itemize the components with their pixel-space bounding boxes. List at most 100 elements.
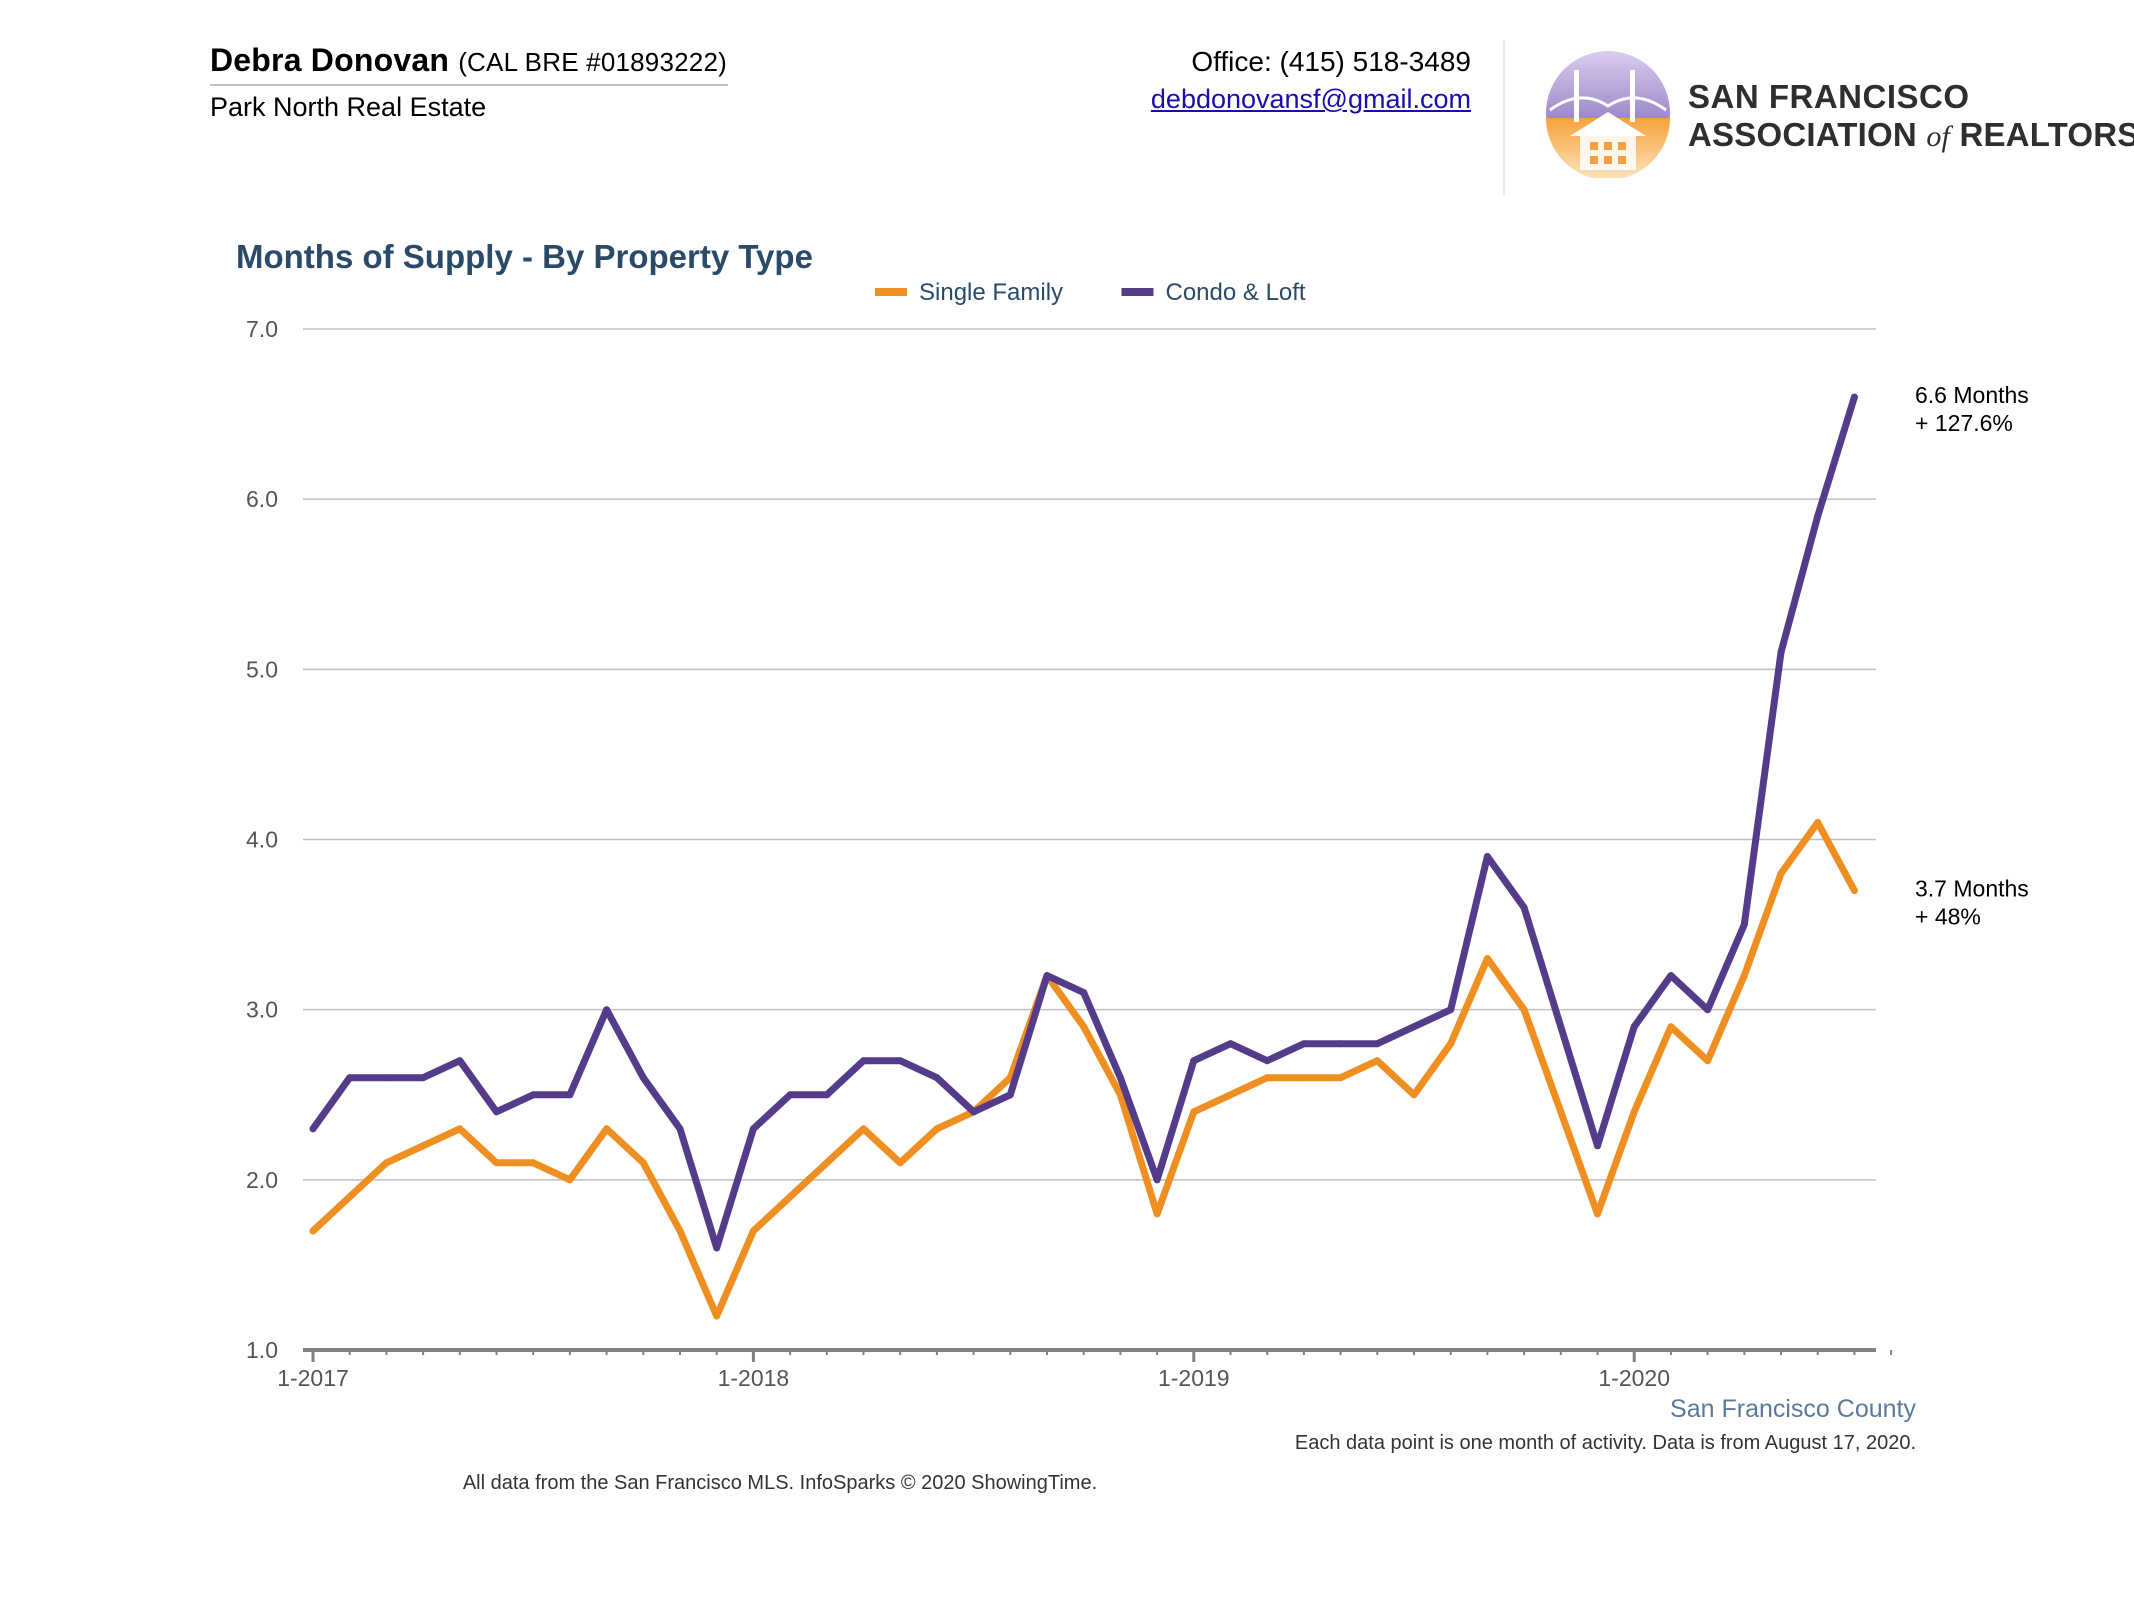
data-point-0	[309, 1227, 317, 1235]
end-label-value-1: 6.6 Months	[1915, 382, 2029, 408]
data-point-1	[676, 1125, 684, 1133]
office-phone: Office: (415) 518-3489	[1191, 46, 1471, 77]
agent-name-text: Debra Donovan	[210, 42, 450, 78]
data-point-1	[1043, 972, 1051, 980]
logo-text-realtors: REALTORS	[1959, 116, 2134, 153]
data-point-0	[529, 1159, 537, 1167]
data-point-0	[382, 1159, 390, 1167]
y-tick-label: 6.0	[246, 486, 278, 512]
data-point-1	[1704, 1006, 1712, 1014]
data-point-1	[419, 1074, 427, 1082]
data-point-1	[749, 1125, 757, 1133]
y-tick-label: 5.0	[246, 656, 278, 682]
data-point-1	[786, 1091, 794, 1099]
series-line-1	[309, 393, 1858, 1252]
data-point-1	[860, 1057, 867, 1065]
data-point-1	[1337, 1040, 1345, 1048]
data-point-1	[1263, 1057, 1271, 1065]
data-point-1	[1080, 989, 1088, 997]
data-point-0	[566, 1176, 574, 1184]
x-tick-label: 1-2020	[1598, 1365, 1670, 1391]
data-point-0	[860, 1125, 867, 1133]
data-point-0	[786, 1193, 794, 1201]
data-source: All data from the San Francisco MLS. Inf…	[462, 1472, 1098, 1494]
data-point-1	[603, 1006, 611, 1014]
data-point-0	[1300, 1074, 1308, 1082]
data-point-1	[1594, 1142, 1601, 1150]
data-point-0	[1594, 1210, 1601, 1218]
data-point-0	[603, 1125, 611, 1133]
data-point-1	[1520, 904, 1528, 912]
data-point-1	[1410, 1023, 1418, 1031]
data-point-0	[1080, 1023, 1088, 1031]
data-point-1	[1630, 1023, 1638, 1031]
data-point-1	[529, 1091, 537, 1099]
data-point-0	[1520, 1006, 1528, 1014]
x-tick-label: 1-2018	[718, 1365, 790, 1391]
data-point-1	[566, 1091, 574, 1099]
data-point-0	[1263, 1074, 1271, 1082]
data-point-0	[346, 1193, 354, 1201]
data-point-1	[456, 1057, 464, 1065]
end-label-change-1: + 127.6%	[1915, 410, 2013, 436]
y-tick-label: 2.0	[246, 1167, 278, 1193]
data-point-1	[1447, 1006, 1455, 1014]
data-point-1	[713, 1244, 721, 1252]
data-point-1	[1483, 853, 1491, 860]
data-point-0	[1447, 1040, 1455, 1048]
data-point-1	[1740, 921, 1748, 929]
data-point-1	[1227, 1040, 1234, 1048]
data-point-1	[346, 1074, 354, 1082]
data-point-0	[493, 1159, 500, 1167]
data-point-1	[1667, 972, 1675, 980]
data-point-1	[382, 1074, 390, 1082]
data-point-0	[1190, 1108, 1198, 1116]
data-point-0	[713, 1312, 721, 1320]
data-point-0	[1630, 1108, 1638, 1116]
data-point-1	[1850, 393, 1858, 401]
email-link[interactable]: debdonovansf@gmail.com	[1150, 84, 1471, 114]
data-point-0	[1704, 1057, 1712, 1065]
data-point-0	[823, 1159, 831, 1167]
agent-divider	[210, 84, 728, 86]
data-point-0	[1740, 972, 1748, 980]
data-point-0	[1337, 1074, 1345, 1082]
header-divider	[1503, 40, 1505, 195]
data-point-1	[1006, 1091, 1014, 1099]
data-point-0	[1483, 955, 1491, 963]
data-point-0	[1667, 1023, 1675, 1031]
end-label-change-0: + 48%	[1915, 904, 1981, 930]
data-point-0	[456, 1125, 464, 1133]
data-point-0	[419, 1142, 427, 1150]
data-point-1	[1300, 1040, 1308, 1048]
chart-title: Months of Supply - By Property Type	[236, 238, 813, 275]
data-point-1	[896, 1057, 904, 1065]
data-point-0	[1814, 819, 1822, 826]
logo-text-line1: SAN FRANCISCO	[1688, 78, 1970, 115]
data-point-0	[749, 1227, 757, 1235]
logo-text-of: of	[1926, 120, 1951, 153]
logo-text-line2: ASSOCIATION of REALTORS®	[1688, 116, 2134, 154]
data-point-1	[1190, 1057, 1198, 1065]
data-point-0	[896, 1159, 904, 1167]
y-tick-label: 4.0	[246, 827, 278, 853]
data-point-1	[1557, 1023, 1565, 1031]
data-point-0	[639, 1159, 647, 1167]
agent-name: Debra Donovan (CAL BRE #01893222)	[210, 42, 727, 79]
y-tick-label: 7.0	[246, 316, 278, 342]
county-label: San Francisco County	[1670, 1395, 1916, 1423]
legend-label-0: Single Family	[919, 279, 1063, 306]
data-note: Each data point is one month of activity…	[1294, 1432, 1916, 1454]
data-point-1	[1814, 512, 1822, 520]
x-tick-label: 1-2019	[1158, 1365, 1230, 1391]
data-point-1	[933, 1074, 941, 1082]
legend-label-1: Condo & Loft	[1166, 279, 1306, 306]
data-point-1	[1116, 1074, 1124, 1082]
data-point-1	[639, 1074, 647, 1082]
data-point-1	[970, 1108, 978, 1116]
y-tick-label: 3.0	[246, 997, 278, 1023]
agent-license: (CAL BRE #01893222)	[458, 47, 727, 77]
data-point-0	[1116, 1091, 1124, 1099]
data-point-0	[1557, 1108, 1565, 1116]
